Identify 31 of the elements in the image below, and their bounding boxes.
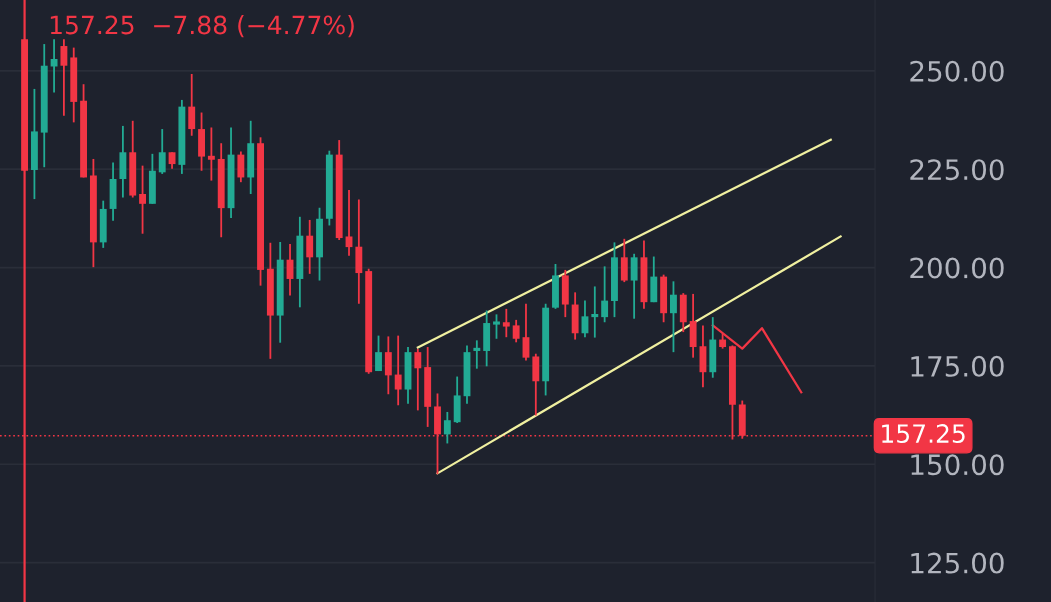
candlestick — [375, 334, 382, 372]
candlestick — [207, 126, 215, 182]
candlestick — [237, 150, 245, 184]
ref-line-label: 157.25 — [882, 424, 965, 444]
candlestick — [50, 38, 58, 94]
candlestick — [493, 313, 500, 340]
candlestick — [139, 164, 146, 235]
candlestick — [512, 318, 520, 344]
candlestick — [158, 128, 166, 175]
candlestick — [591, 285, 599, 339]
y-tick-label: 225.00 — [910, 159, 1004, 181]
y-tick-label: 125.00 — [911, 552, 1004, 574]
candlestick — [414, 348, 422, 412]
candlestick — [188, 73, 196, 137]
candlestick — [502, 307, 510, 339]
annotation: 157.25 −7.88 (−4.77%) — [50, 15, 354, 38]
candlestick — [473, 339, 481, 370]
candlestick — [630, 252, 638, 320]
candlestick — [60, 38, 68, 117]
y-tick-label: 175.00 — [911, 355, 1004, 377]
candlestick — [384, 335, 392, 396]
y-tick-label: 150.00 — [911, 454, 1004, 476]
candlestick — [670, 280, 677, 354]
y-tick-label: 250.00 — [910, 60, 1004, 82]
candlestick — [306, 219, 314, 275]
candlestick — [394, 334, 402, 407]
candlestick — [601, 265, 609, 324]
y-tick-label: 200.00 — [910, 257, 1004, 279]
candlestick — [620, 237, 628, 284]
candlestick — [443, 411, 451, 445]
candlestick — [345, 189, 353, 257]
